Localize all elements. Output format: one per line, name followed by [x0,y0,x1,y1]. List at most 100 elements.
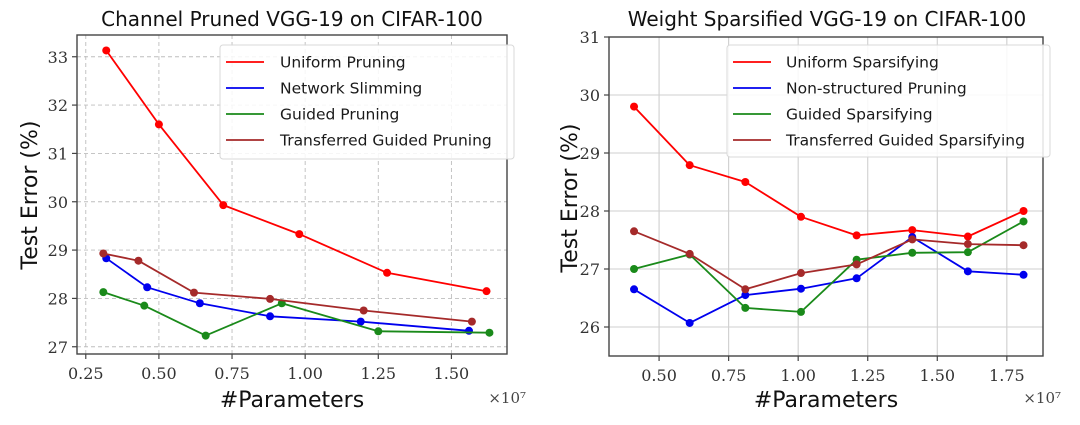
legend-label: Uniform Sparsifying [786,54,939,72]
y-tick-label: 31 [580,28,600,47]
data-point [143,283,152,292]
x-tick-label: 0.25 [68,364,104,383]
data-point [630,227,639,236]
x-multiplier-label: ×10⁷ [488,389,526,407]
legend-item: Transferred Guided Pruning [226,132,492,150]
legend-box [219,44,515,160]
series-network-slimming [102,254,473,335]
legend-label: Uniform Pruning [280,54,406,72]
data-point [852,260,861,269]
data-point [796,284,805,293]
data-point [295,230,304,239]
x-tick-label: 1.50 [434,364,470,383]
data-point [796,269,805,278]
series-line [103,291,490,337]
legend-item: Uniform Sparsifying [733,54,939,72]
legend-label: Network Slimming [280,80,422,98]
x-axis-label: #Parameters [754,388,898,413]
data-point [201,331,210,340]
data-point [908,235,917,244]
y-tick-label: 32 [48,96,68,115]
data-point [741,303,750,312]
data-point [908,248,917,257]
data-point [140,301,149,310]
series-guided-pruning [99,288,494,340]
legend-box [726,44,1051,158]
data-point [796,212,805,221]
legend-label: Transferred Guided Pruning [279,132,492,150]
legend: Uniform Pruning Network Slimming Guided Pr… [219,44,515,160]
series-layer [630,102,1028,327]
y-tick-label: 29 [580,144,600,163]
data-point [356,317,365,326]
y-tick-label: 27 [48,338,68,357]
x-tick-label: 1.50 [919,366,955,385]
series-line [105,49,487,293]
data-point [195,299,204,308]
chart-title: Channel Pruned VGG-19 on CIFAR-100 [101,7,483,31]
data-point [464,326,473,335]
ticks: 0.50 0.75 1.00 1.25 1.50 1.75 26 27 28 29 30 31 [580,28,1025,385]
y-tick-label: 31 [48,144,68,163]
series-transferred-guided-pruning [99,249,476,326]
x-tick-label: 1.25 [360,364,396,383]
legend-label: Transferred Guided Sparsifying [785,132,1025,150]
data-point [134,256,143,265]
data-point [908,226,917,235]
series-line [633,220,1024,313]
plot-frame [608,36,1044,357]
legend-item: Transferred Guided Sparsifying [733,132,1025,150]
legend-label: Guided Pruning [280,106,399,124]
y-tick-label: 29 [48,241,68,260]
y-tick-label: 26 [580,318,600,337]
legend-label: Guided Sparsifying [786,106,933,124]
x-tick-label: 1.75 [989,366,1025,385]
data-point [190,288,199,297]
legend-label: Non-structured Pruning [786,80,967,98]
ticks: 0.25 0.50 0.75 1.00 1.25 1.50 27 28 29 30 31 32 33 [48,48,470,383]
series-transferred-guided-sparsifying [630,227,1028,294]
data-point [685,161,694,170]
series-line [103,252,472,323]
data-point [219,201,228,210]
x-tick-label: 0.75 [214,364,250,383]
chart-title: Weight Sparsified VGG-19 on CIFAR-100 [628,7,1027,31]
series-uniform-sparsifying [630,102,1028,241]
data-point [467,317,476,326]
data-point [963,232,972,241]
series-layer [99,46,494,340]
y-tick-label: 28 [580,202,600,221]
x-tick-label: 0.75 [711,366,747,385]
legend-item: Non-structured Pruning [733,80,967,98]
data-point [374,327,383,336]
data-point [1019,217,1028,226]
data-point [383,268,392,277]
data-point [154,120,163,129]
chart-channel-pruned: Channel Pruned VGG-19 on CIFAR-100 0.25 0… [18,7,526,413]
x-tick-label: 1.25 [850,366,886,385]
series-line [633,105,1024,238]
y-tick-label: 30 [580,86,600,105]
data-point [630,102,639,111]
series-line [633,230,1024,291]
data-point [963,248,972,257]
x-tick-label: 1.00 [287,364,323,383]
y-tick-label: 27 [580,260,600,279]
data-point [482,287,491,296]
legend-item: Uniform Pruning [226,54,406,72]
y-tick-label: 30 [48,193,68,212]
data-point [266,294,275,303]
plot-frame [76,34,508,355]
data-point [1019,241,1028,250]
y-axis-label: Test Error (%) [558,123,583,273]
x-tick-label: 1.00 [780,366,816,385]
data-point [1019,270,1028,279]
data-point [852,231,861,240]
series-uniform-pruning [102,46,491,296]
data-point [685,249,694,258]
x-tick-label: 0.50 [141,364,177,383]
data-point [359,306,368,315]
data-point [741,291,750,300]
data-point [685,318,694,327]
data-point [741,178,750,186]
